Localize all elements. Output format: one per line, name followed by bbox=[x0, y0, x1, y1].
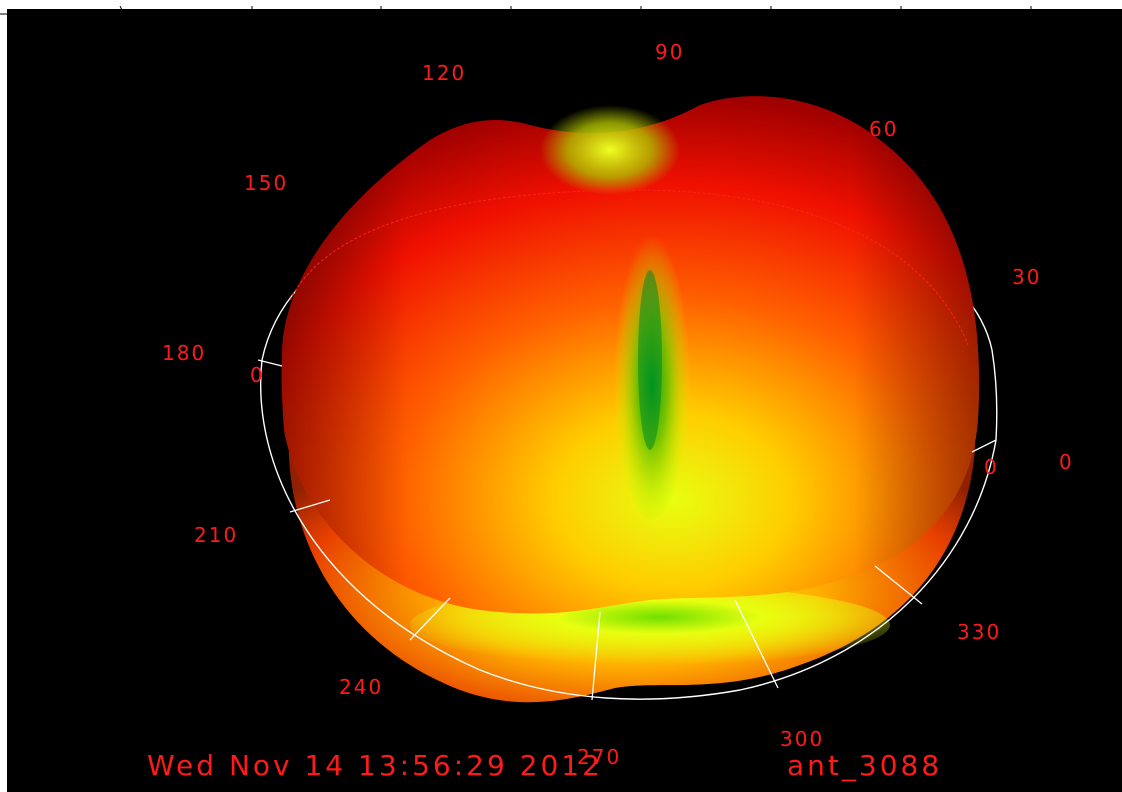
equator-line bbox=[289, 189, 969, 346]
ring-ticks bbox=[257, 359, 997, 701]
angle-label-90: 90 bbox=[655, 40, 685, 64]
angle-label-60: 60 bbox=[869, 117, 899, 141]
antenna-name-label: ant_3088 bbox=[787, 749, 943, 782]
angle-label-270: 270 bbox=[577, 745, 622, 769]
antenna-pattern-3d bbox=[257, 96, 998, 703]
angle-label-240: 240 bbox=[339, 675, 384, 699]
angle-label-0: 0 bbox=[1059, 450, 1074, 474]
angle-label-210: 210 bbox=[194, 523, 239, 547]
top-notch bbox=[540, 105, 680, 195]
ring-zero-right: 0 bbox=[984, 455, 999, 479]
angle-label-120: 120 bbox=[422, 61, 467, 85]
angle-label-30: 30 bbox=[1012, 265, 1042, 289]
ring-zero-left: 0 bbox=[250, 363, 265, 387]
timestamp-label: Wed Nov 14 13:56:29 2012 bbox=[147, 749, 603, 782]
angle-label-150: 150 bbox=[244, 171, 289, 195]
angle-label-300: 300 bbox=[780, 727, 825, 751]
plot-canvas: 90 120 60 150 30 180 0 0 0 210 330 240 2… bbox=[7, 9, 1122, 792]
angle-label-180: 180 bbox=[162, 341, 207, 365]
angle-label-330: 330 bbox=[957, 620, 1002, 644]
center-dimple-core bbox=[638, 270, 662, 450]
top-border-strip bbox=[0, 0, 1122, 15]
